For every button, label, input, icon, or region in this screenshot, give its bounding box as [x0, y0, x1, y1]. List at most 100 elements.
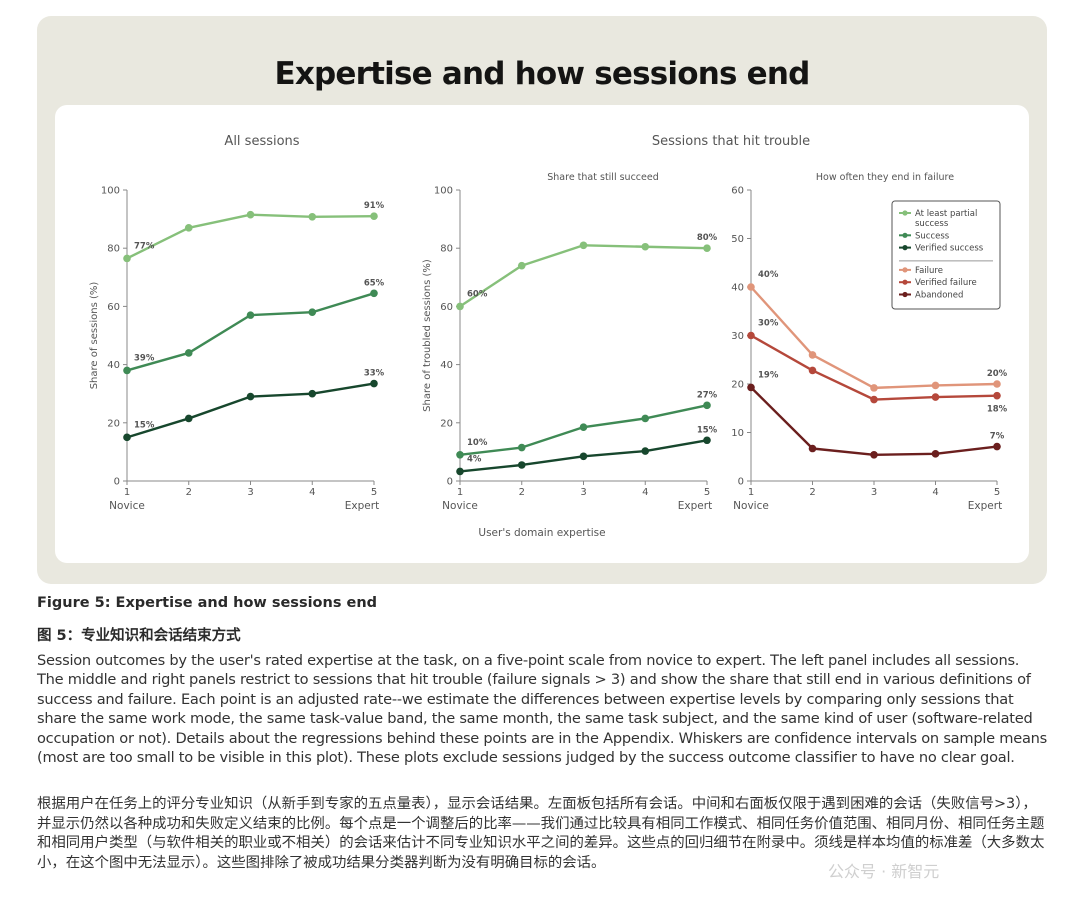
right-x-tick-label: 3	[871, 487, 877, 498]
middle-data-label: 4%	[467, 454, 482, 464]
left-series-point	[308, 389, 317, 398]
right-series-point	[993, 442, 1001, 451]
right-data-label: 18%	[987, 405, 1008, 415]
left-data-label: 77%	[134, 241, 155, 251]
left-series-point	[123, 366, 131, 375]
right-series-point	[931, 381, 940, 390]
caption-body-en: Session outcomes by the user's rated exp…	[37, 652, 1048, 767]
left-x-tick-label: 5	[371, 487, 377, 498]
legend-swatch-dot	[902, 245, 908, 251]
middle-series-point	[579, 452, 588, 461]
left-series-point	[123, 433, 131, 442]
middle-y-tick-label: 40	[440, 360, 453, 371]
legend-label: Abandoned	[915, 291, 963, 301]
right-y-tick-label: 60	[731, 186, 744, 197]
middle-y-tick-label: 80	[440, 244, 453, 255]
caption-title-zh: 图 5：专业知识和会话结束方式	[37, 628, 241, 644]
middle-series-point	[456, 302, 464, 311]
legend-box	[891, 200, 1001, 310]
middle-series-point	[517, 261, 526, 270]
left-data-label: 39%	[134, 353, 155, 363]
left-series-point	[246, 210, 255, 219]
middle-x-end-label-novice: Novice	[442, 500, 478, 512]
middle-x-tick-label: 5	[704, 487, 710, 498]
left-series-line	[126, 382, 375, 439]
middle-series-point	[579, 241, 588, 250]
left-panel-title: All sessions	[224, 134, 299, 149]
right-series-point	[747, 283, 755, 291]
legend-label: success	[915, 219, 949, 229]
right-y-tick-label: 30	[731, 331, 744, 342]
left-series-point	[184, 349, 193, 357]
legend-label: Verified failure	[915, 278, 977, 288]
right-x-tick-label: 4	[932, 487, 938, 498]
left-series-point	[370, 379, 378, 388]
middle-series-point	[517, 461, 526, 469]
right-series-point	[931, 393, 940, 401]
left-y-tick-label: 100	[101, 186, 120, 197]
legend-swatch-dot	[902, 291, 908, 298]
left-x-tick-label: 2	[186, 487, 192, 498]
right-y-tick-label: 10	[731, 428, 744, 439]
right-series-point	[808, 444, 817, 453]
left-y-tick-label: 20	[107, 418, 120, 429]
right-y-tick-label: 50	[731, 234, 744, 245]
caption-title-en: Figure 5: Expertise and how sessions end	[37, 595, 378, 611]
left-series-line	[126, 213, 375, 260]
middle-x-tick-label: 3	[580, 487, 586, 498]
middle-series-point	[579, 423, 588, 431]
left-series-point	[123, 254, 131, 263]
right-series-point	[747, 331, 755, 340]
right-series-point	[870, 451, 878, 459]
middle-series-point	[641, 447, 650, 455]
middle-series-line	[459, 244, 708, 308]
middle-series-point	[641, 414, 650, 423]
left-y-tick-label: 40	[107, 360, 120, 371]
legend-label: Verified success	[915, 244, 984, 254]
middle-data-label: 60%	[467, 289, 488, 299]
middle-data-label: 27%	[697, 390, 718, 400]
right-series-point	[870, 395, 878, 404]
right-series-point	[993, 380, 1001, 388]
middle-series-point	[456, 467, 464, 476]
middle-series-point	[703, 436, 711, 445]
right-data-label: 7%	[990, 432, 1005, 442]
right-series-point	[747, 383, 755, 392]
legend-swatch-dot	[902, 232, 908, 238]
middle-x-tick-label: 2	[519, 487, 525, 498]
right-x-tick-label: 2	[809, 487, 815, 498]
left-y-axis-label: Share of sessions (%)	[89, 282, 100, 390]
middle-series-point	[456, 451, 464, 459]
shared-x-axis-label: User's domain expertise	[478, 527, 605, 539]
right-y-tick-label: 40	[731, 283, 744, 294]
right-y-tick-label: 0	[738, 477, 744, 488]
right-x-tick-label: 1	[748, 487, 754, 498]
legend-swatch-dot	[902, 267, 908, 273]
left-data-label: 65%	[364, 278, 385, 288]
left-y-tick-label: 60	[107, 302, 120, 313]
middle-y-tick-label: 20	[440, 418, 453, 429]
right-series-point	[931, 450, 940, 458]
middle-data-label: 80%	[697, 233, 718, 243]
right-series-point	[808, 351, 817, 359]
watermark: 公众号 · 新智元	[828, 862, 940, 881]
left-series-point	[370, 289, 378, 298]
left-x-end-label-expert: Expert	[345, 500, 379, 512]
left-y-tick-label: 0	[114, 477, 120, 488]
right-panel-title: How often they end in failure	[816, 172, 954, 183]
middle-x-end-label-expert: Expert	[678, 500, 712, 512]
left-series-point	[246, 311, 255, 319]
trouble-group-title: Sessions that hit trouble	[652, 134, 810, 149]
left-y-tick-label: 80	[107, 244, 120, 255]
left-series-point	[184, 414, 193, 423]
legend-label: Failure	[915, 266, 943, 276]
chart-area: All sessions Sessions that hit trouble S…	[89, 134, 1008, 539]
right-data-label: 40%	[758, 270, 779, 280]
middle-series-point	[517, 443, 526, 452]
middle-series-point	[641, 242, 650, 251]
figure-container: Expertise and how sessions end	[37, 16, 1047, 584]
right-x-end-label-novice: Novice	[733, 500, 769, 512]
left-data-label: 91%	[364, 201, 385, 211]
right-data-label: 19%	[758, 370, 779, 380]
right-data-label: 30%	[758, 319, 779, 329]
